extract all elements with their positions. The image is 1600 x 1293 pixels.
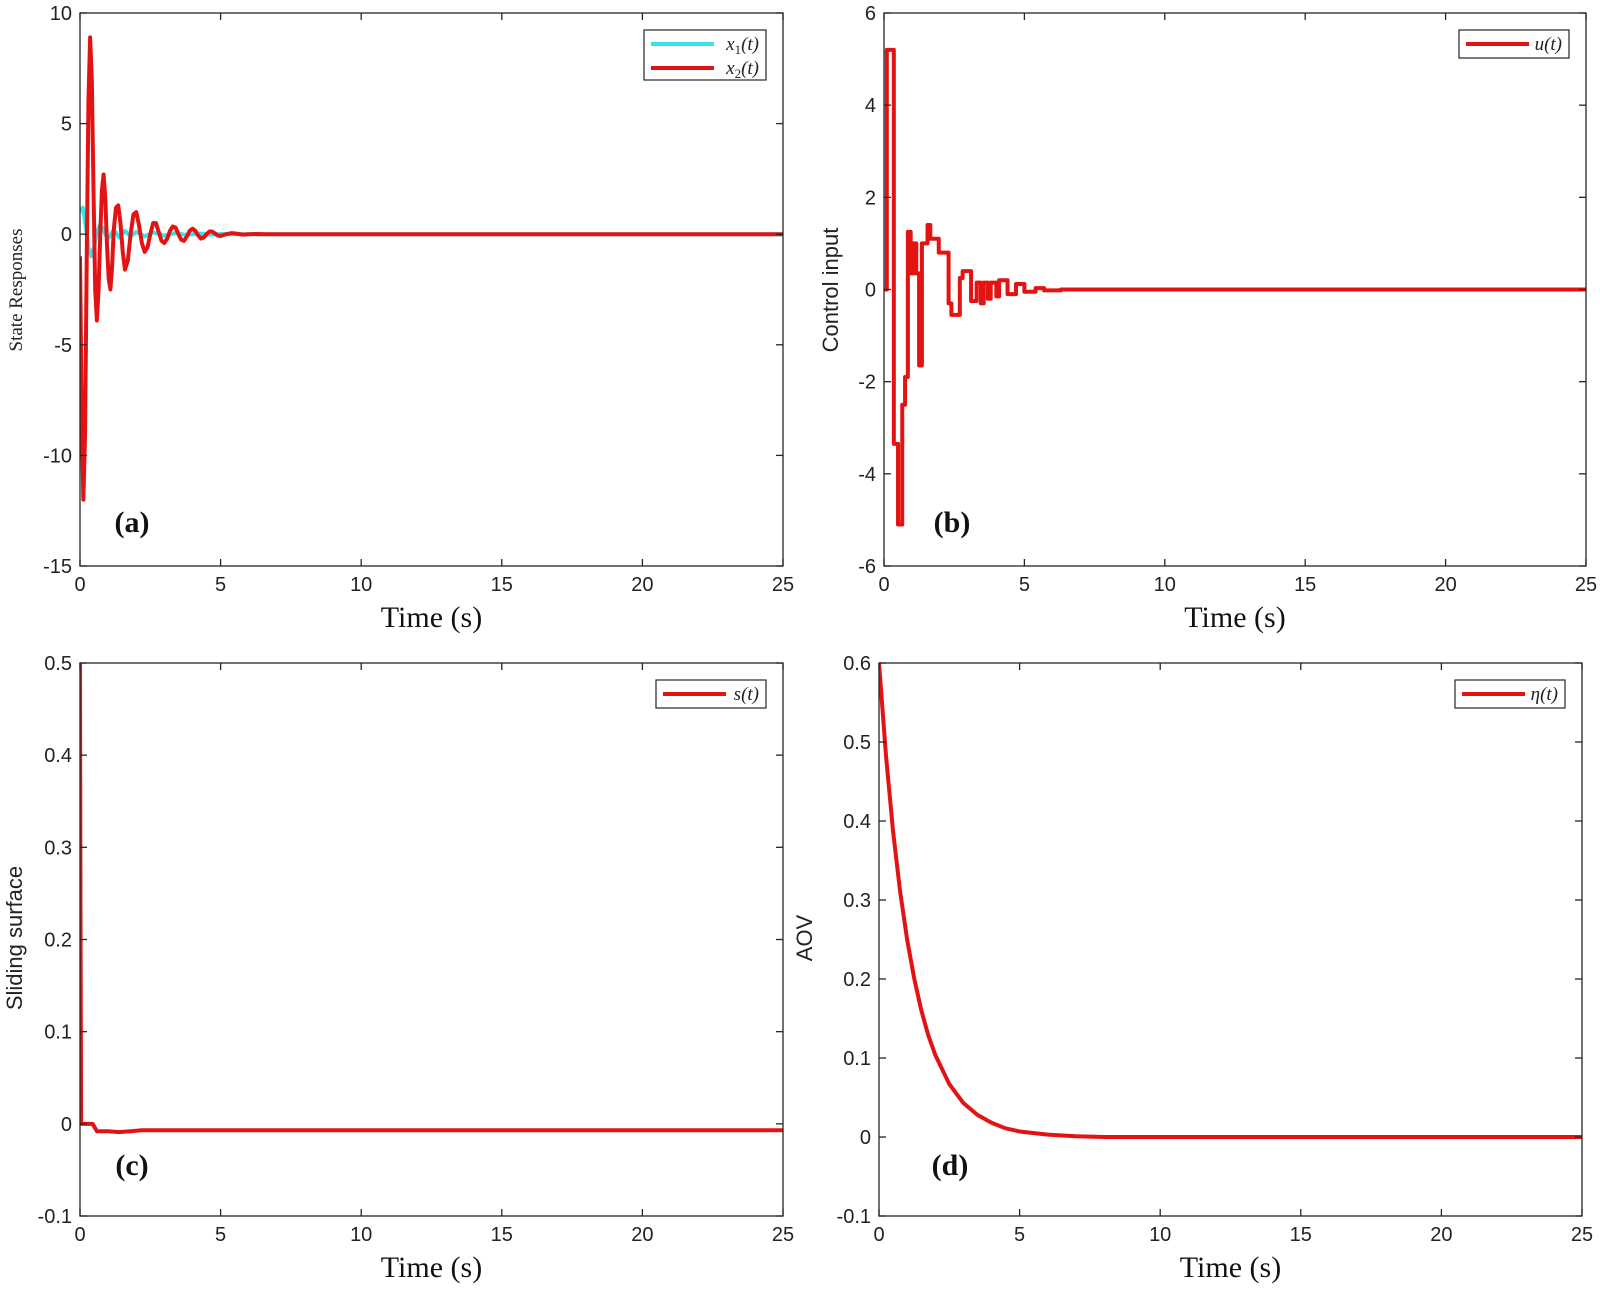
x-tick-label: 20 — [631, 1224, 653, 1246]
x-axis-label: Time (s) — [1180, 1251, 1281, 1284]
y-tick-label: 0.1 — [843, 1048, 871, 1070]
x-tick-label: 15 — [1294, 574, 1316, 596]
x-tick-label: 0 — [74, 574, 85, 596]
x-tick-label: 10 — [1149, 1224, 1171, 1246]
legend-entry: x2(t) — [725, 58, 759, 81]
y-tick-label: -15 — [43, 556, 72, 578]
series-line-2-1 — [884, 47, 1586, 527]
legend-entry: u(t) — [1535, 34, 1562, 55]
panel-label: (d) — [932, 1149, 969, 1182]
y-tick-label: -0.1 — [837, 1206, 871, 1228]
y-tick-label: 0.5 — [44, 653, 72, 675]
x-tick-label: 0 — [873, 1224, 884, 1246]
y-tick-label: 2 — [865, 187, 876, 209]
x-tick-label: 5 — [215, 1224, 226, 1246]
x-tick-label: 10 — [350, 1224, 372, 1246]
legend: x1(t)x2(t) — [643, 29, 767, 81]
y-tick-label: 0.4 — [843, 811, 871, 833]
y-tick-label: 0 — [865, 280, 876, 302]
legend-box — [643, 29, 767, 81]
y-tick-label: 0.3 — [44, 837, 72, 859]
x-axis-label: Time (s) — [381, 1251, 482, 1284]
x-tick-label: 10 — [350, 574, 372, 596]
y-tick-label: -10 — [43, 445, 72, 467]
y-axis-label: Control input — [818, 228, 843, 353]
y-tick-label: -5 — [54, 335, 72, 357]
series-line-1-1 — [80, 205, 783, 259]
x-tick-label: 20 — [631, 574, 653, 596]
y-axis-label: AOV — [792, 914, 817, 961]
x-tick-label: 5 — [1014, 1224, 1025, 1246]
x-tick-label: 20 — [1434, 574, 1456, 596]
x-tick-label: 0 — [878, 574, 889, 596]
panel-label: (c) — [115, 1149, 148, 1182]
y-tick-label: 10 — [50, 3, 72, 25]
series-line-3-1 — [80, 663, 783, 1135]
x-tick-label: 15 — [491, 574, 513, 596]
x-tick-label: 25 — [772, 1224, 794, 1246]
y-tick-label: 0 — [860, 1127, 871, 1149]
axes-frame — [79, 12, 784, 567]
y-tick-label: -6 — [858, 556, 876, 578]
y-tick-label: 0.4 — [44, 745, 72, 767]
x-tick-label: 5 — [215, 574, 226, 596]
x-tick-label: 0 — [74, 1224, 85, 1246]
y-tick-label: 4 — [865, 95, 876, 117]
x-tick-label: 20 — [1430, 1224, 1452, 1246]
y-tick-label: 0.2 — [843, 969, 871, 991]
legend: s(t) — [655, 679, 767, 709]
axes-frame — [878, 662, 1583, 1217]
y-tick-label: 0.6 — [843, 653, 871, 675]
x-axis-label: Time (s) — [381, 601, 482, 634]
panel-label: (a) — [115, 506, 150, 539]
y-tick-label: 6 — [865, 3, 876, 25]
series-line-4-1 — [879, 663, 1582, 1139]
y-axis-label: Sliding surface — [2, 866, 27, 1010]
y-tick-label: 0.3 — [843, 890, 871, 912]
y-tick-label: -4 — [858, 464, 876, 486]
x-tick-label: 25 — [772, 574, 794, 596]
x-tick-label: 10 — [1154, 574, 1176, 596]
y-tick-label: 0.5 — [843, 732, 871, 754]
series-line-1-2 — [80, 35, 783, 502]
y-tick-label: 0 — [61, 1114, 72, 1136]
legend-entry: x1(t) — [725, 34, 759, 57]
y-tick-label: 0.2 — [44, 930, 72, 952]
legend: u(t) — [1458, 29, 1570, 59]
x-tick-label: 15 — [1290, 1224, 1312, 1246]
y-tick-label: -0.1 — [38, 1206, 72, 1228]
y-tick-label: 0 — [61, 224, 72, 246]
x-tick-label: 5 — [1019, 574, 1030, 596]
y-tick-label: 0.1 — [44, 1022, 72, 1044]
legend-entry: η(t) — [1531, 684, 1558, 705]
y-tick-label: 5 — [61, 114, 72, 136]
x-tick-label: 15 — [491, 1224, 513, 1246]
x-axis-label: Time (s) — [1184, 601, 1285, 634]
y-axis-label: State Responses — [6, 229, 27, 352]
legend: η(t) — [1454, 679, 1566, 709]
axes-frame — [79, 662, 784, 1217]
chart-panel-1: 0 5 10 15 20 25 -15 -10 -5 0 5 10 Time (s) State Resp… — [6, 3, 794, 634]
x-tick-label: 25 — [1575, 574, 1597, 596]
chart-panel-2: 0 5 10 15 20 25 -6 -4 -2 0 2 4 6 Time (s) Control inpu… — [818, 3, 1597, 634]
x-tick-label: 25 — [1571, 1224, 1593, 1246]
panel-label: (b) — [934, 506, 971, 539]
legend-entry: s(t) — [734, 684, 759, 705]
y-tick-label: -2 — [858, 372, 876, 394]
